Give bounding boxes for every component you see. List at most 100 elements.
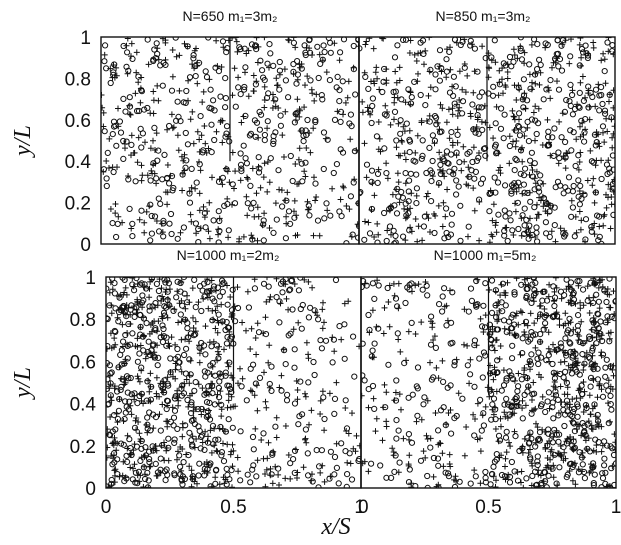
point-plus — [516, 86, 523, 93]
point-plus — [603, 483, 610, 488]
point-plus — [555, 160, 562, 167]
point-circle — [409, 391, 416, 398]
point-plus — [290, 70, 297, 77]
point-circle — [344, 471, 351, 478]
point-plus — [137, 342, 144, 349]
point-plus — [195, 381, 202, 388]
point-plus — [515, 370, 522, 377]
point-plus — [176, 87, 183, 94]
point-circle — [144, 104, 151, 112]
point-plus — [250, 88, 257, 94]
point-circle — [392, 239, 399, 244]
point-plus — [589, 224, 595, 231]
point-plus — [562, 320, 569, 327]
point-plus — [216, 176, 223, 183]
point-plus — [179, 170, 186, 177]
point-circle — [468, 297, 475, 304]
point-plus — [535, 483, 542, 488]
point-plus — [580, 409, 587, 415]
point-circle — [468, 167, 475, 174]
point-circle — [569, 204, 577, 211]
point-circle — [390, 88, 397, 96]
point-circle — [211, 298, 218, 305]
point-plus — [547, 202, 554, 209]
point-circle — [261, 131, 268, 139]
point-plus — [210, 316, 217, 323]
point-circle — [465, 308, 472, 315]
point-plus — [546, 405, 553, 412]
point-circle — [184, 141, 191, 148]
point-circle — [131, 424, 139, 431]
point-plus — [486, 286, 493, 293]
point-plus — [235, 468, 242, 475]
point-plus — [465, 182, 472, 189]
point-plus — [529, 79, 535, 86]
point-plus — [491, 364, 498, 371]
point-plus — [589, 405, 596, 412]
point-plus — [178, 153, 185, 160]
point-plus — [412, 282, 419, 289]
point-plus — [161, 457, 168, 464]
point-plus — [493, 336, 500, 343]
point-plus — [539, 142, 546, 148]
point-circle — [567, 330, 574, 337]
point-plus — [229, 310, 236, 317]
point-plus — [453, 152, 460, 159]
point-plus — [472, 416, 478, 422]
point-plus — [174, 288, 181, 295]
point-circle — [251, 285, 258, 292]
point-circle — [327, 448, 334, 455]
point-plus — [126, 102, 133, 109]
point-circle — [432, 344, 439, 351]
point-plus — [154, 328, 160, 335]
point-plus — [461, 452, 468, 459]
point-plus — [205, 145, 212, 152]
point-circle — [192, 331, 199, 338]
point-circle — [550, 283, 557, 290]
point-plus — [550, 452, 557, 459]
point-circle — [480, 349, 488, 356]
point-circle — [193, 179, 200, 186]
point-plus — [513, 277, 520, 282]
point-circle — [551, 451, 558, 458]
point-plus — [605, 48, 612, 55]
point-circle — [606, 277, 613, 282]
point-circle — [602, 469, 609, 476]
point-plus — [530, 294, 537, 301]
point-plus — [136, 430, 143, 437]
point-plus — [423, 193, 430, 200]
point-plus — [284, 189, 291, 196]
point-circle — [171, 470, 178, 477]
point-plus — [130, 447, 137, 454]
point-plus — [260, 330, 267, 337]
point-plus — [449, 139, 456, 146]
point-circle — [397, 130, 404, 137]
point-plus — [528, 41, 535, 48]
point-plus — [106, 135, 113, 142]
point-plus — [321, 478, 328, 485]
point-plus — [603, 191, 609, 198]
point-circle — [265, 283, 272, 290]
point-plus — [294, 232, 301, 238]
point-circle — [299, 178, 306, 185]
point-circle — [581, 191, 588, 198]
point-plus — [186, 372, 193, 379]
point-plus — [310, 125, 317, 132]
point-plus — [311, 174, 317, 181]
point-circle — [298, 127, 305, 134]
point-plus — [128, 53, 134, 60]
point-circle — [355, 457, 361, 464]
point-plus — [159, 229, 166, 236]
point-circle — [266, 41, 273, 48]
point-plus — [218, 301, 225, 308]
point-plus — [511, 396, 518, 403]
point-circle — [545, 389, 553, 396]
point-plus — [574, 101, 581, 108]
point-circle — [142, 444, 149, 451]
point-plus — [443, 74, 450, 81]
point-plus — [124, 70, 131, 77]
point-circle — [215, 208, 222, 215]
point-plus — [186, 299, 193, 306]
point-plus — [263, 404, 270, 411]
point-circle — [216, 293, 223, 300]
